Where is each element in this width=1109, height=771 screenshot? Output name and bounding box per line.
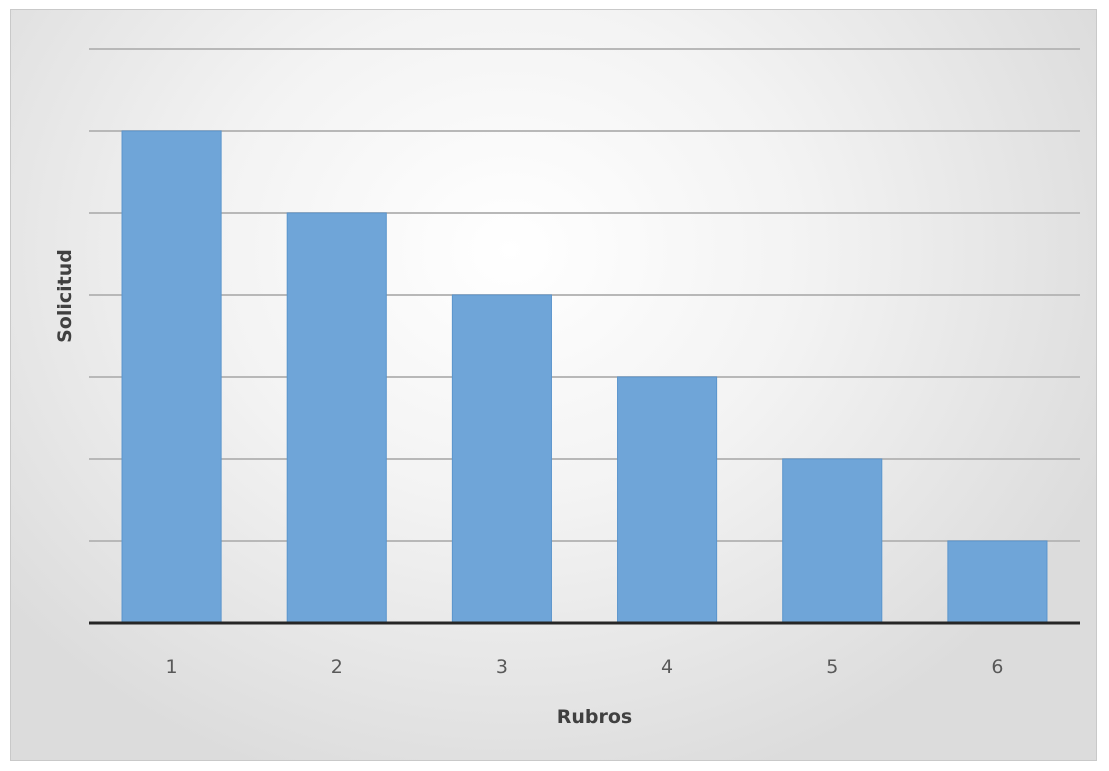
x-tick-labels: 1 2 3 4 5 6 [166,656,1004,678]
bar-2 [286,212,387,624]
bar-1 [121,130,222,624]
bar-6 [947,540,1048,624]
x-tick-label: 2 [331,656,343,678]
bars [121,130,1048,624]
bar-5 [782,458,883,624]
x-tick-label: 6 [991,656,1003,678]
x-axis-title: Rubros [557,706,633,728]
chart-area: 1 2 3 4 5 6 Rubros Solicitud [10,9,1097,761]
x-tick-label: 3 [496,656,508,678]
bar-3 [451,294,552,624]
y-axis-title: Solicitud [54,249,76,343]
x-tick-label: 5 [826,656,838,678]
x-tick-label: 4 [661,656,673,678]
x-tick-label: 1 [166,656,178,678]
bar-chart: 1 2 3 4 5 6 Rubros Solicitud [54,48,1080,728]
gridlines [89,48,1080,542]
bar-4 [617,376,718,624]
